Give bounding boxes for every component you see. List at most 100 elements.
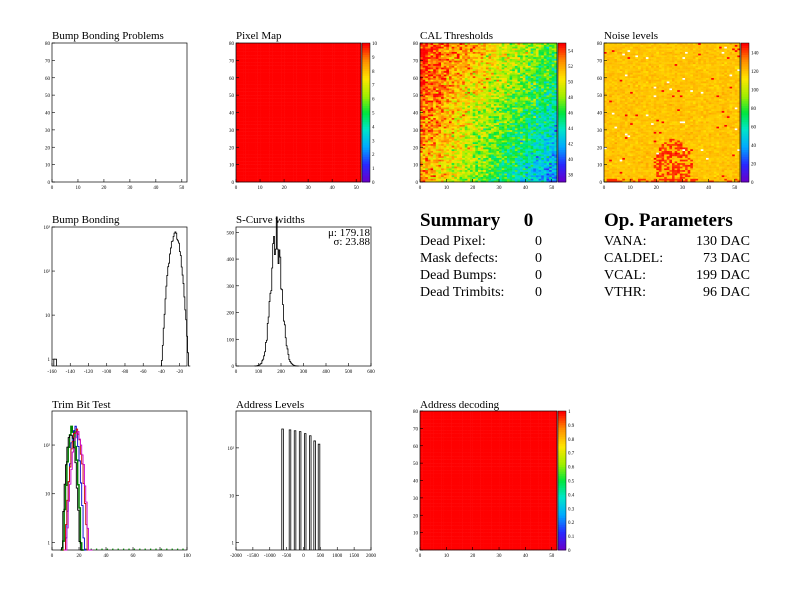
heatmap-cell bbox=[250, 53, 254, 56]
heatmap-cell bbox=[296, 107, 299, 110]
heatmap-cell bbox=[351, 98, 355, 101]
heatmap-cell bbox=[238, 152, 242, 155]
heatmap-cell bbox=[243, 44, 246, 47]
heatmap-cell bbox=[420, 95, 423, 98]
heatmap-cell bbox=[341, 154, 345, 157]
heatmap-cell bbox=[336, 107, 340, 110]
heatmap-cell bbox=[422, 103, 426, 106]
heatmap-cell bbox=[315, 115, 318, 118]
heatmap-cell bbox=[262, 95, 266, 98]
heatmap-cell bbox=[250, 136, 254, 139]
heatmap-cell bbox=[288, 166, 292, 169]
heatmap-cell bbox=[348, 76, 352, 78]
heatmap-cell bbox=[358, 79, 362, 82]
heatmap-cell bbox=[276, 107, 280, 110]
heatmap-cell bbox=[243, 96, 246, 99]
colorbar-segment bbox=[362, 151, 370, 155]
heatmap-cell bbox=[296, 62, 299, 65]
heatmap-cell bbox=[420, 109, 423, 112]
heatmap-cell bbox=[252, 93, 256, 96]
heatmap-cell bbox=[341, 119, 345, 122]
heatmap-cell bbox=[327, 84, 330, 87]
heatmap-cell bbox=[336, 168, 340, 171]
heatmap-cell bbox=[308, 154, 311, 157]
heatmap-cell bbox=[353, 154, 357, 157]
colorbar-tick-label: 3 bbox=[372, 139, 375, 144]
heatmap-cell bbox=[300, 62, 304, 65]
heatmap-cell bbox=[322, 49, 326, 52]
heatmap-cell bbox=[308, 147, 311, 150]
heatmap-cell bbox=[286, 102, 290, 105]
heatmap-cell bbox=[236, 128, 239, 131]
heatmap-cell bbox=[296, 89, 299, 92]
heatmap-cell bbox=[433, 103, 437, 106]
heatmap-cell bbox=[257, 152, 261, 155]
heatmap-cell bbox=[252, 135, 256, 138]
heatmap-cell bbox=[324, 124, 328, 127]
heatmap-cell bbox=[310, 124, 314, 127]
heatmap-cell bbox=[300, 142, 304, 145]
heatmap-cell bbox=[441, 84, 444, 87]
heatmap-cell bbox=[332, 70, 335, 73]
heatmap-cell bbox=[358, 82, 362, 85]
heatmap-cell bbox=[339, 129, 343, 132]
heatmap-cell bbox=[339, 110, 343, 113]
heatmap-cell bbox=[312, 67, 316, 70]
heatmap-cell bbox=[243, 93, 246, 96]
heatmap-cell bbox=[320, 129, 323, 132]
heatmap-cell bbox=[334, 91, 338, 94]
heatmap-cell bbox=[344, 119, 347, 122]
heatmap-cell bbox=[293, 109, 297, 112]
heatmap-cell bbox=[236, 79, 239, 82]
heatmap-cell bbox=[288, 140, 292, 143]
heatmap-cell bbox=[438, 53, 442, 56]
heatmap-cell bbox=[257, 107, 261, 110]
heatmap-cell bbox=[346, 178, 350, 181]
heatmap-cell bbox=[315, 56, 318, 59]
heatmap-cell bbox=[293, 51, 297, 54]
heatmap-cell bbox=[327, 128, 330, 131]
heatmap-cell bbox=[339, 107, 343, 110]
heatmap-cell bbox=[322, 115, 326, 118]
heatmap-cell bbox=[324, 43, 328, 45]
heatmap-cell bbox=[420, 176, 423, 179]
heatmap-cell bbox=[332, 96, 335, 99]
heatmap-cell bbox=[276, 70, 280, 73]
heatmap-cell bbox=[422, 152, 426, 155]
heatmap-cell bbox=[264, 69, 268, 72]
heatmap-cell bbox=[281, 131, 285, 134]
heatmap-cell bbox=[341, 157, 345, 160]
heatmap-cell bbox=[346, 131, 350, 134]
heatmap-cell bbox=[334, 164, 338, 167]
heatmap-cell bbox=[353, 51, 357, 54]
heatmap-cell bbox=[320, 175, 323, 178]
heatmap-cell bbox=[346, 89, 350, 92]
heatmap-cell bbox=[240, 43, 244, 45]
heatmap-cell bbox=[260, 114, 263, 117]
heatmap-cell bbox=[317, 91, 321, 94]
heatmap-cell bbox=[284, 105, 287, 108]
y-tick-label: 0 bbox=[48, 181, 51, 186]
heatmap-cell bbox=[312, 79, 316, 82]
heatmap-cell bbox=[279, 124, 282, 127]
heatmap-cell bbox=[336, 81, 340, 84]
heatmap-cell bbox=[281, 143, 285, 146]
heatmap-cell bbox=[291, 102, 294, 105]
heatmap-cell bbox=[300, 122, 304, 125]
heatmap-cell bbox=[317, 51, 321, 54]
heatmap-cell bbox=[438, 171, 442, 174]
heatmap-cell bbox=[422, 112, 426, 115]
heatmap-cell bbox=[425, 63, 429, 66]
heatmap-cell bbox=[243, 110, 246, 113]
colorbar-segment bbox=[362, 82, 370, 86]
heatmap-cell bbox=[284, 162, 287, 165]
heatmap-cell bbox=[344, 82, 347, 85]
heatmap-cell bbox=[250, 74, 254, 77]
heatmap-cell bbox=[298, 175, 302, 178]
heatmap-cell bbox=[315, 88, 318, 91]
heatmap-cell bbox=[274, 89, 278, 92]
heatmap-cell bbox=[248, 148, 251, 151]
heatmap-cell bbox=[250, 60, 254, 63]
heatmap-cell bbox=[293, 53, 297, 56]
heatmap-cell bbox=[267, 114, 270, 117]
